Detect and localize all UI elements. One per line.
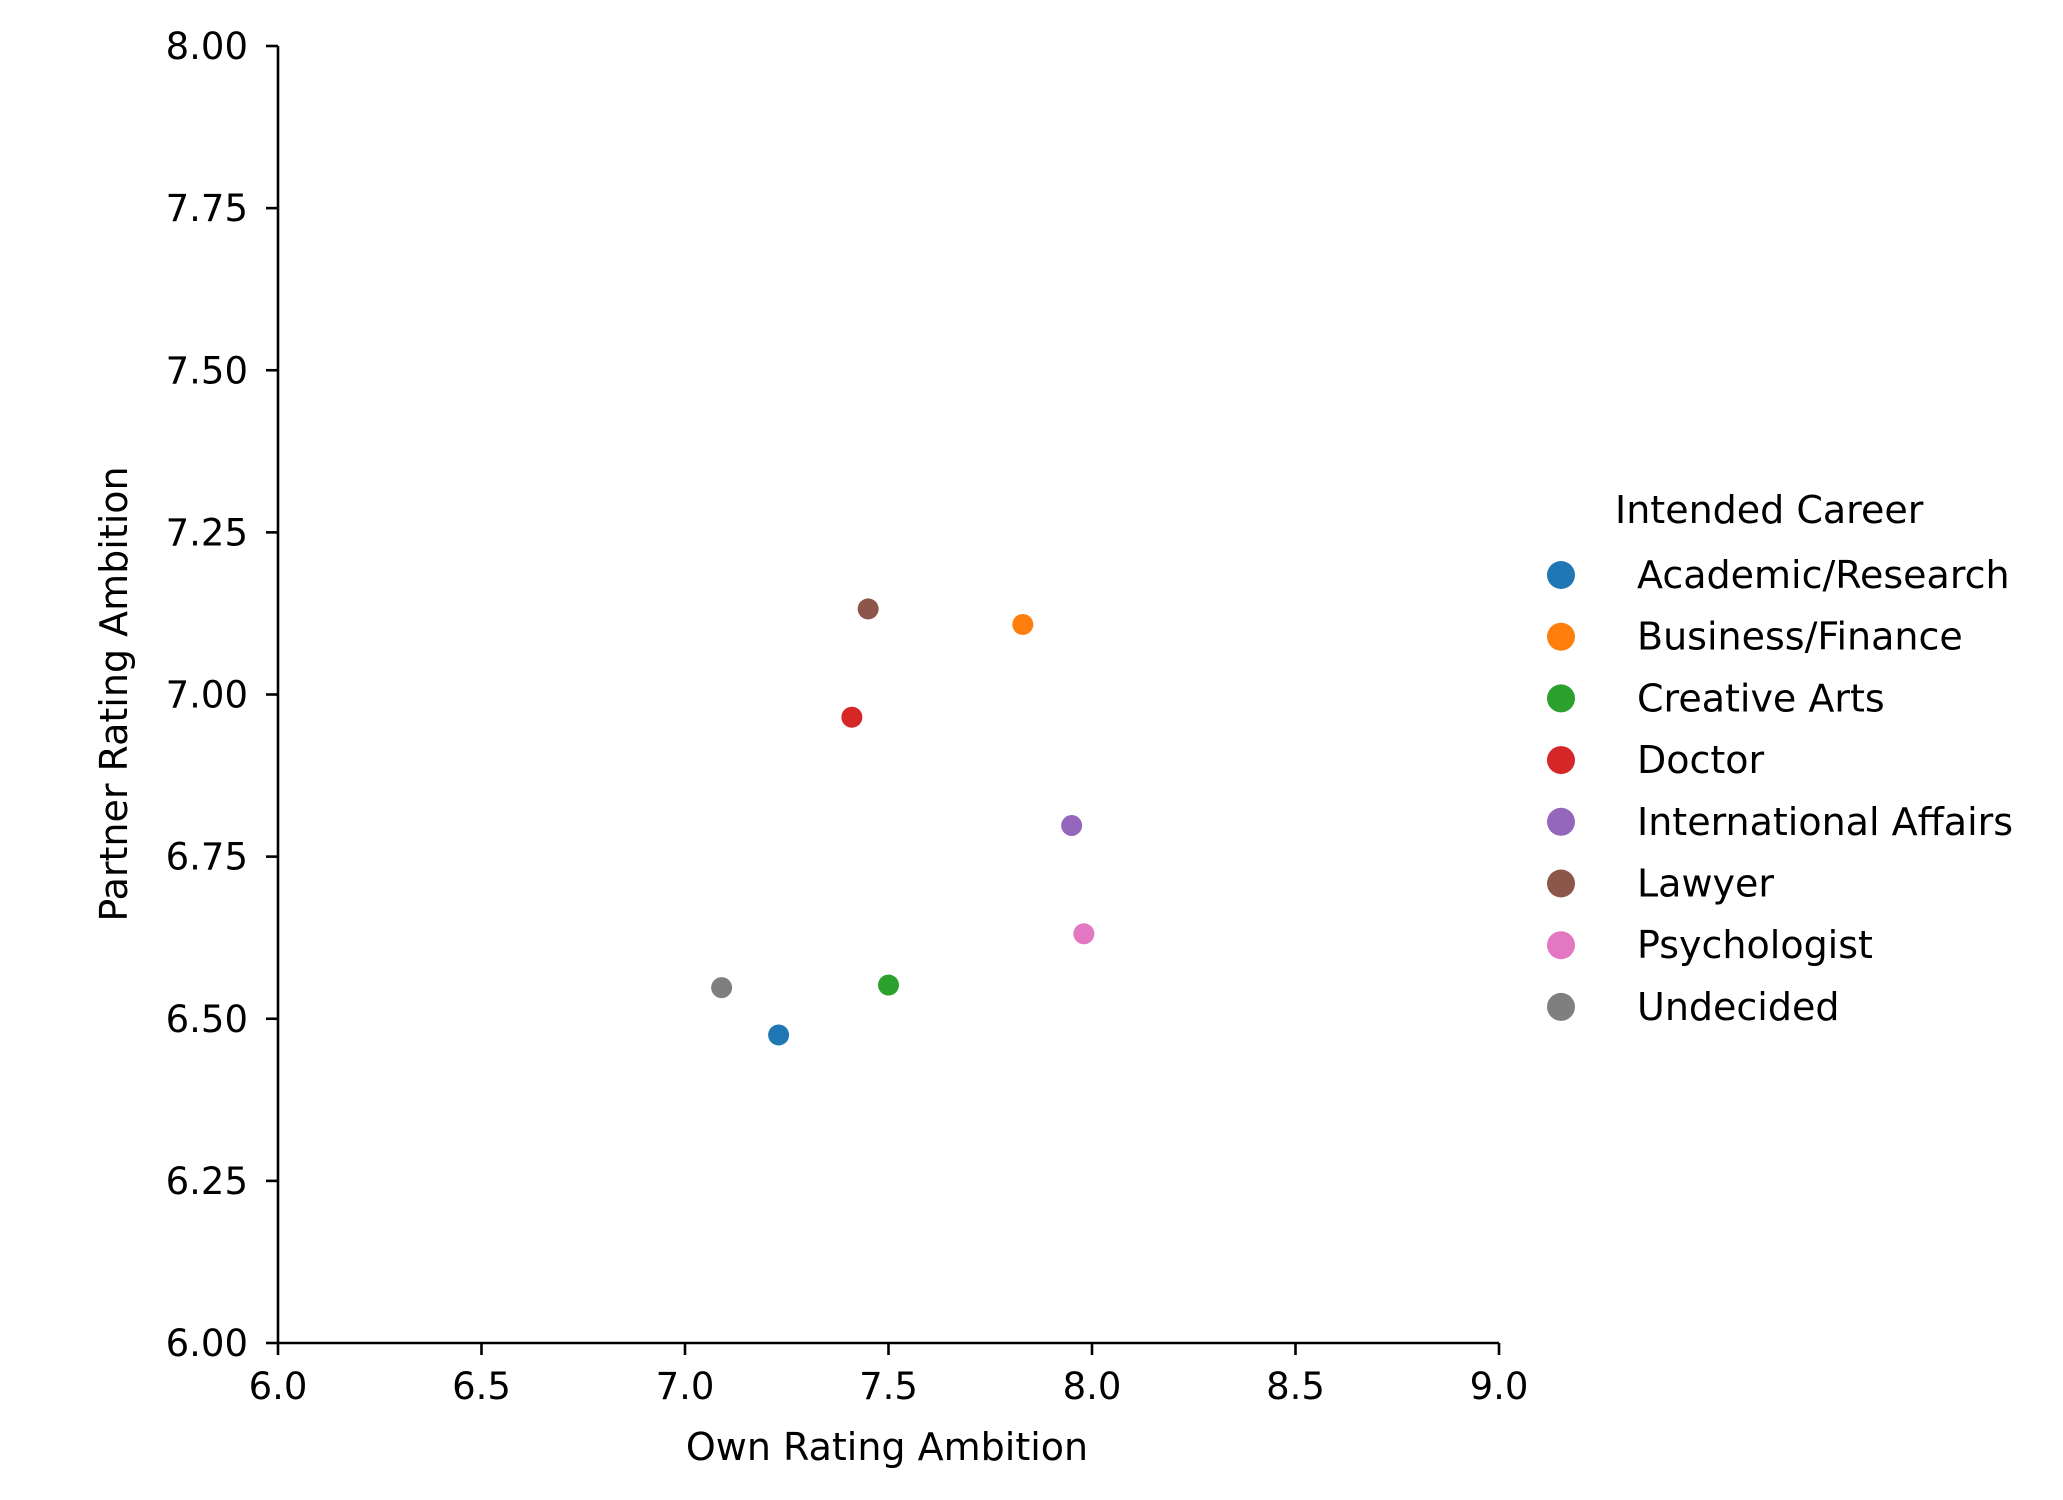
legend-label: Psychologist: [1637, 923, 1873, 967]
legend-label: Doctor: [1637, 738, 1765, 782]
x-tick-label: 8.0: [1063, 1365, 1122, 1408]
y-tick-label: 6.00: [166, 1322, 248, 1365]
y-tick-label: 7.00: [166, 674, 248, 717]
legend-label: Undecided: [1637, 985, 1839, 1029]
y-tick-label: 7.50: [166, 349, 248, 392]
y-tick-label: 7.25: [166, 511, 248, 554]
x-tick-label: 7.5: [859, 1365, 918, 1408]
x-tick-label: 7.0: [656, 1365, 715, 1408]
y-axis: 6.00 6.25 6.50 6.75 7.00 7.25 7.50 7.75 8.00: [166, 25, 280, 1365]
legend-label: Business/Finance: [1637, 615, 1963, 659]
data-point: [841, 706, 863, 728]
y-tick-label: 8.00: [166, 25, 248, 68]
y-tick-label: 6.25: [166, 1160, 248, 1203]
y-tick-label: 7.75: [166, 187, 248, 230]
x-tick-label: 8.5: [1266, 1365, 1325, 1408]
data-point: [878, 974, 899, 996]
x-tick-label: 9.0: [1470, 1365, 1529, 1408]
legend-title: Intended Career: [1615, 488, 1924, 532]
data-points: [711, 598, 1095, 1046]
legend-label: Academic/Research: [1637, 553, 2010, 597]
data-point: [1073, 923, 1095, 945]
legend-marker: [1547, 622, 1575, 651]
y-tick-label: 6.50: [166, 998, 248, 1041]
legend-marker: [1547, 561, 1575, 589]
y-axis-title: Partner Rating Ambition: [92, 466, 136, 921]
legend-marker: [1547, 684, 1575, 713]
data-point: [1061, 814, 1083, 836]
x-axis-title: Own Rating Ambition: [686, 1425, 1088, 1469]
data-point: [711, 977, 733, 999]
legend: Intended Career Academic/Research Busines…: [1547, 488, 2013, 1029]
x-tick-label: 6.5: [452, 1365, 511, 1408]
x-tick-label: 6.0: [249, 1365, 308, 1408]
legend-label: International Affairs: [1637, 800, 2013, 844]
data-point: [857, 598, 879, 620]
x-axis: 6.0 6.5 7.0 7.5 8.0 8.5 9.0: [249, 1341, 1529, 1408]
data-point: [1012, 613, 1034, 635]
legend-marker: [1547, 931, 1575, 960]
data-point: [768, 1024, 790, 1046]
legend-marker: [1547, 869, 1575, 898]
legend-label: Creative Arts: [1637, 676, 1885, 720]
y-tick-label: 6.75: [166, 836, 248, 879]
legend-marker: [1547, 746, 1575, 775]
legend-marker: [1547, 992, 1575, 1021]
legend-label: Lawyer: [1637, 862, 1774, 906]
legend-marker: [1547, 807, 1575, 836]
